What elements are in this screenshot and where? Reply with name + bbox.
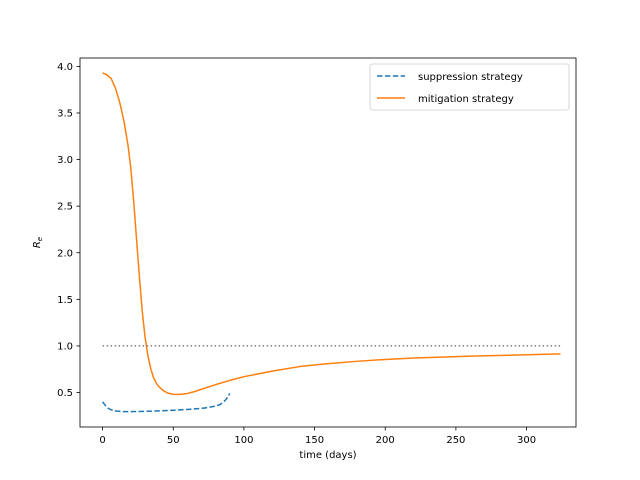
legend-label-suppression-strategy: suppression strategy <box>418 72 523 83</box>
legend-label-mitigation-strategy: mitigation strategy <box>418 94 514 105</box>
y-tick-label: 2.5 <box>57 202 73 213</box>
legend: suppression strategy mitigation strategy <box>369 63 570 111</box>
y-tick-label: 3.0 <box>57 155 73 166</box>
x-tick-label: 0 <box>99 435 105 446</box>
legend-box <box>369 63 570 111</box>
series-line-mitigation-strategy <box>102 72 561 396</box>
x-tick-label: 150 <box>305 435 324 446</box>
y-axis-label: Re <box>32 237 44 248</box>
y-tick-label: 3.5 <box>57 108 73 119</box>
axes: 0 50 100 150 200 250 300 0.5 1.0 1.5 2.0 2.5 3.0 3.5 4… <box>57 57 577 446</box>
y-axis-label-sub: e <box>36 237 44 241</box>
y-tick-label: 1.5 <box>57 295 73 306</box>
x-tick-label: 100 <box>234 435 253 446</box>
plot-marks <box>102 72 561 413</box>
plot-frame <box>79 57 577 428</box>
y-tick-label: 4.0 <box>57 62 73 73</box>
x-tick-label: 200 <box>376 435 395 446</box>
x-axis-label: time (days) <box>299 450 356 461</box>
x-tick-label: 300 <box>517 435 536 446</box>
x-tick-label: 250 <box>446 435 465 446</box>
y-tick-label: 2.0 <box>57 248 73 259</box>
y-axis-label-base: R <box>32 241 43 248</box>
y-tick-label: 1.0 <box>57 341 73 352</box>
x-tick-label: 50 <box>167 435 180 446</box>
y-tick-label: 0.5 <box>57 388 73 399</box>
series-line-suppression-strategy <box>102 393 231 413</box>
